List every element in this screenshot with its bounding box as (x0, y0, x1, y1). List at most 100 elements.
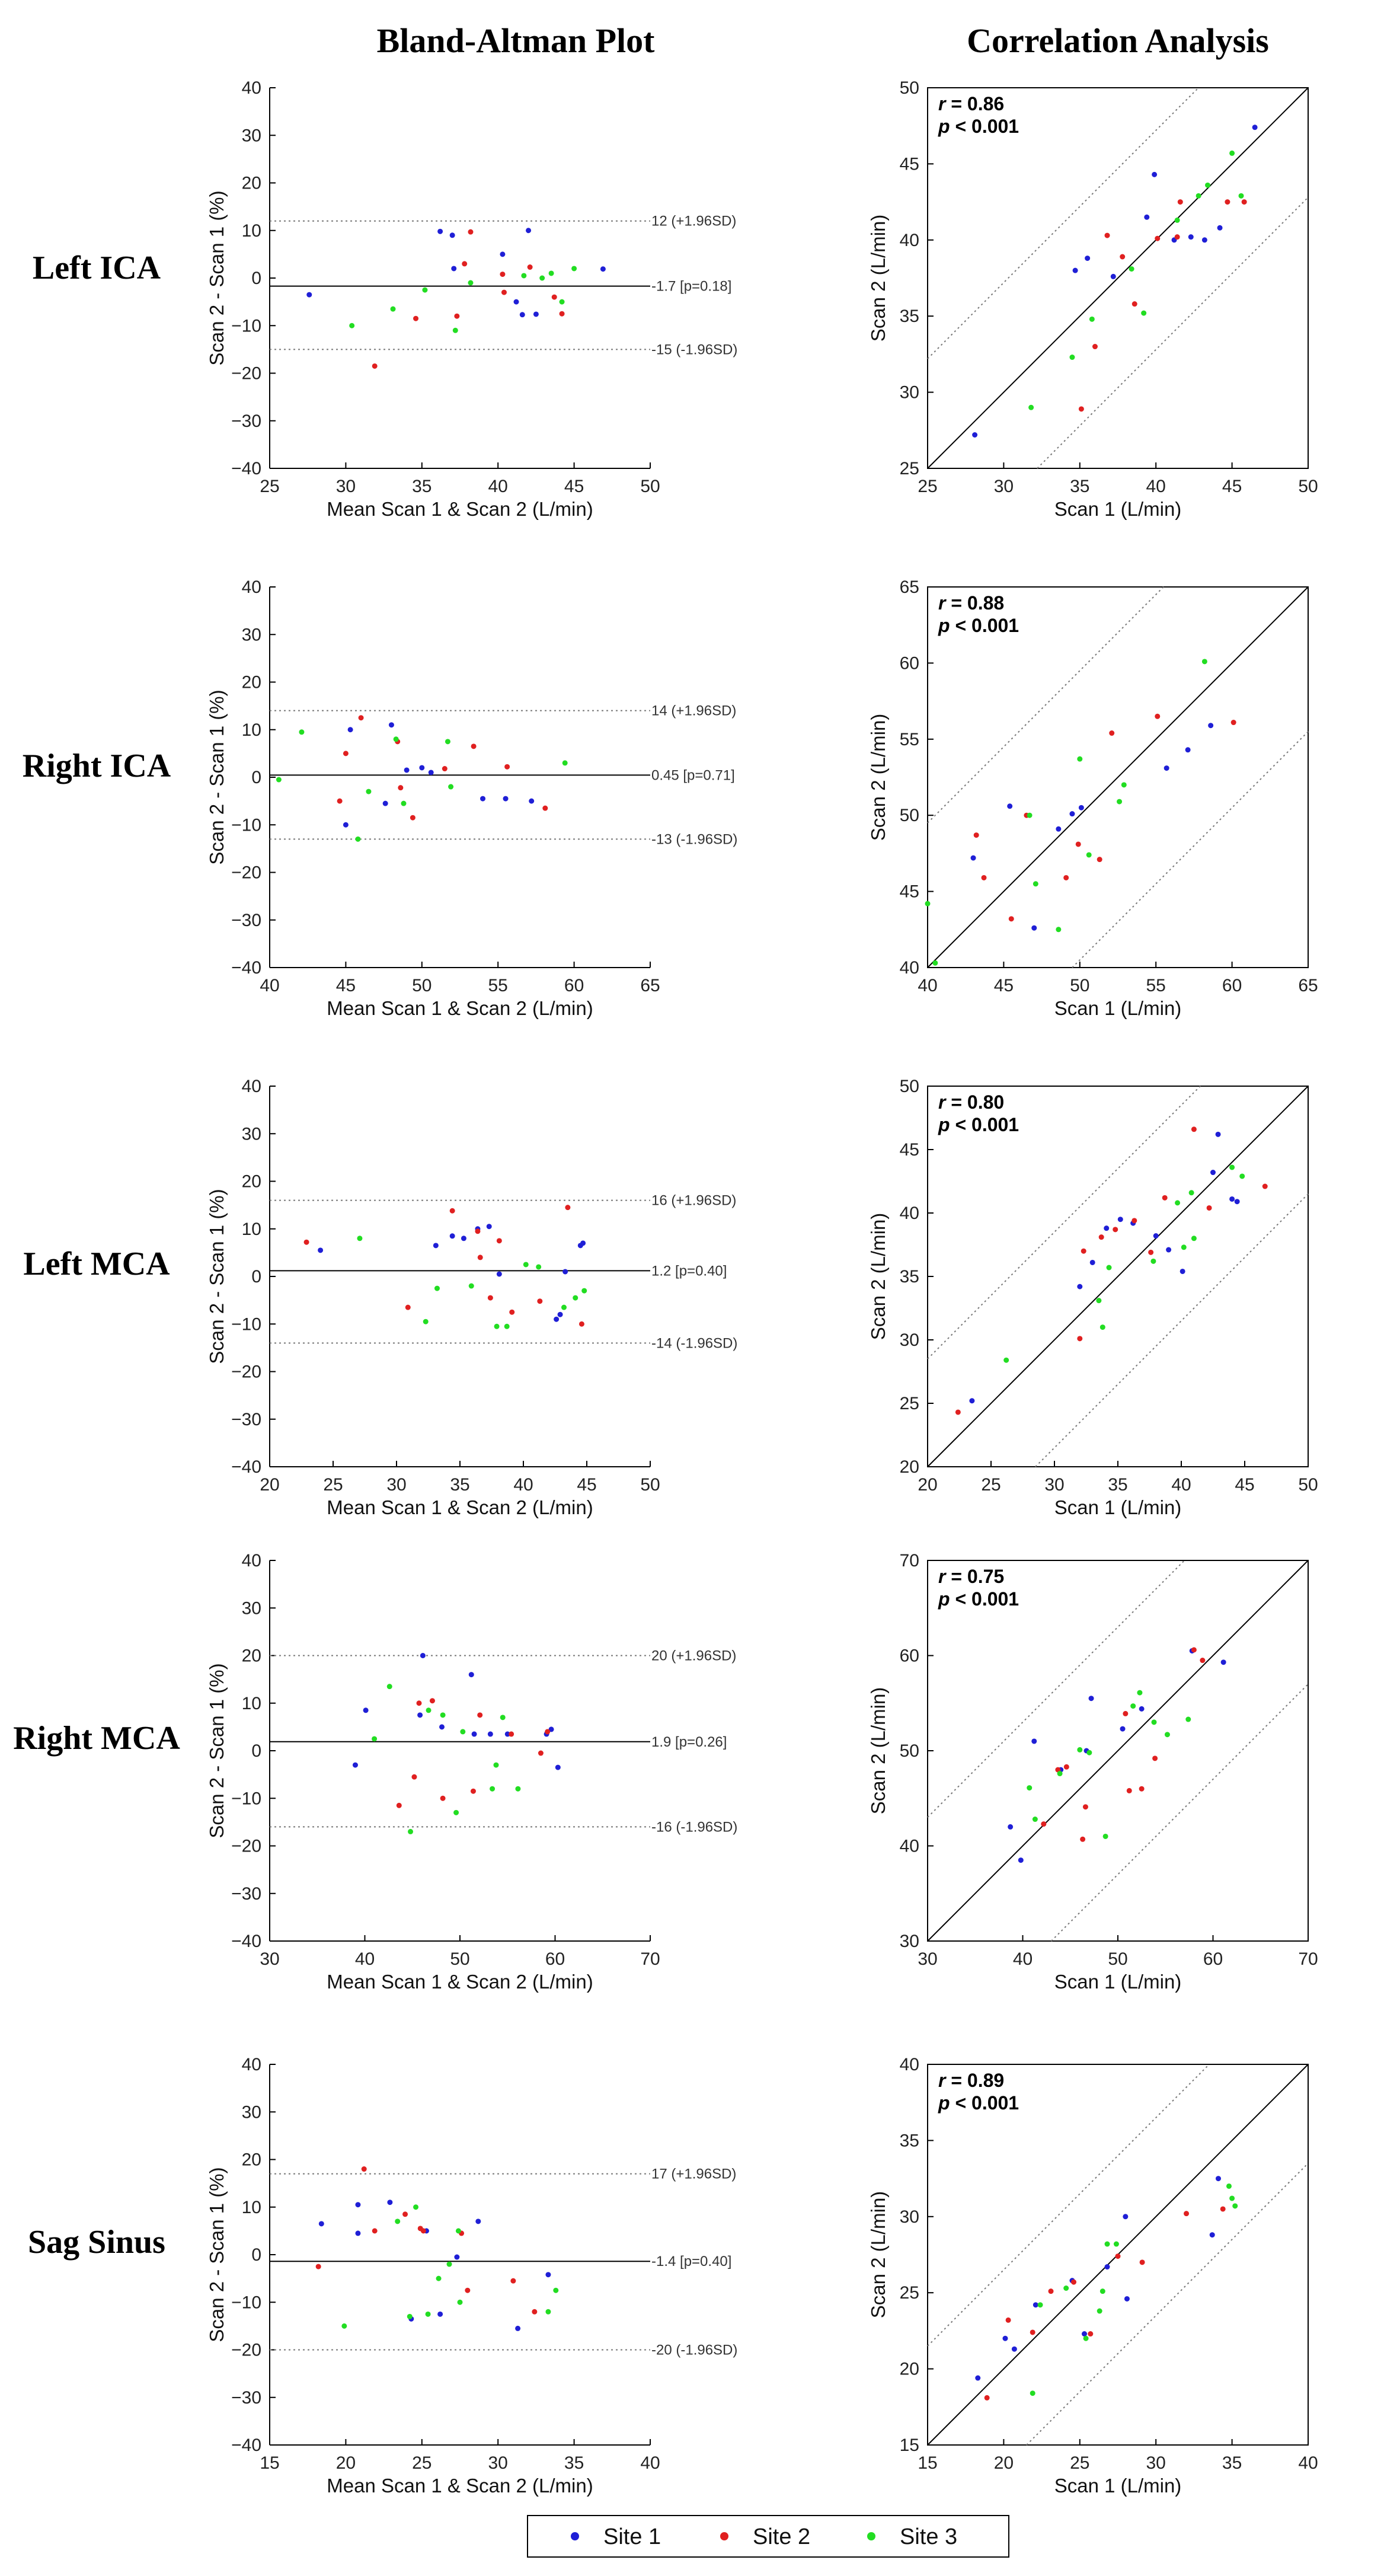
data-point-site-2 (1097, 857, 1102, 863)
y-axis-label: Scan 2 (L/min) (867, 2191, 889, 2319)
data-point-site-2 (542, 805, 548, 811)
data-point-site-1 (555, 1764, 561, 1770)
data-point-site-3 (1032, 1817, 1038, 1822)
data-point-site-1 (1085, 256, 1091, 261)
data-point-site-2 (1184, 2211, 1190, 2217)
y-tick-label: 45 (900, 882, 919, 902)
data-point-site-2 (1098, 1234, 1104, 1240)
data-point-site-2 (1225, 199, 1230, 205)
data-point-site-2 (551, 294, 557, 300)
data-point-site-2 (1262, 1183, 1268, 1189)
x-tick-label: 45 (994, 976, 1014, 995)
data-point-site-3 (1117, 799, 1123, 805)
data-point-site-2 (420, 2228, 426, 2234)
data-point-site-3 (393, 736, 399, 742)
data-point-site-1 (1089, 1259, 1095, 1265)
y-tick-label: 20 (242, 673, 261, 692)
data-point-site-1 (437, 2311, 443, 2317)
data-point-site-2 (1230, 720, 1236, 726)
y-tick-label: 35 (900, 307, 919, 326)
y-tick-label: 60 (900, 653, 919, 673)
x-axis-label: Mean Scan 1 & Scan 2 (L/min) (327, 1496, 593, 1518)
data-point-site-3 (1121, 782, 1127, 788)
data-point-site-2 (538, 1750, 544, 1756)
data-point-site-3 (1096, 1298, 1102, 1304)
data-point-site-3 (1030, 2390, 1035, 2396)
upper-limit-label: 17 (+1.96SD) (651, 2166, 736, 2182)
data-point-site-2 (1080, 1836, 1086, 1842)
data-point-site-1 (519, 312, 525, 318)
x-tick-label: 40 (1146, 477, 1166, 496)
y-tick-label: 20 (242, 174, 261, 193)
data-point-site-1 (417, 1712, 423, 1718)
y-tick-label: 40 (900, 231, 919, 250)
lower-band-line (1050, 1683, 1309, 1942)
data-point-site-3 (436, 2275, 442, 2281)
data-point-site-1 (388, 722, 394, 728)
data-point-site-3 (1057, 1771, 1063, 1777)
data-point-site-3 (408, 1828, 414, 1834)
data-point-site-2 (1071, 2279, 1077, 2285)
y-axis-label: Scan 2 - Scan 1 (%) (206, 690, 228, 864)
upper-band-line (927, 586, 1164, 823)
data-point-site-2 (973, 832, 979, 838)
data-point-site-2 (981, 874, 987, 880)
y-tick-label: 25 (900, 459, 919, 478)
x-tick-label: 55 (488, 976, 508, 995)
data-point-site-2 (1177, 199, 1183, 205)
r-value: r = 0.80 (938, 1091, 1004, 1113)
y-tick-label: −40 (231, 958, 261, 978)
data-point-site-3 (366, 789, 372, 794)
x-tick-label: 30 (386, 1475, 406, 1495)
x-tick-label: 65 (640, 976, 660, 995)
data-point-site-3 (490, 1786, 496, 1792)
data-point-site-1 (1078, 805, 1084, 810)
data-point-site-3 (1201, 659, 1207, 665)
data-point-site-2 (509, 1309, 515, 1315)
y-tick-label: 35 (900, 1267, 919, 1287)
data-point-site-1 (969, 1398, 975, 1404)
lower-limit-label: -15 (-1.96SD) (651, 341, 737, 357)
data-point-site-3 (355, 836, 361, 842)
data-point-site-3 (1086, 852, 1092, 858)
plot-frame (927, 586, 1309, 968)
data-point-site-3 (1229, 2195, 1235, 2201)
data-point-site-3 (422, 287, 428, 293)
data-point-site-3 (1033, 881, 1038, 887)
data-point-site-3 (440, 1712, 446, 1718)
data-point-site-2 (1148, 1249, 1154, 1255)
x-tick-label: 70 (1298, 1949, 1318, 1969)
data-point-site-2 (411, 1774, 417, 1780)
data-point-site-2 (468, 229, 474, 235)
y-tick-label: −30 (231, 411, 261, 431)
data-point-site-1 (1104, 1225, 1110, 1231)
data-point-site-3 (455, 2228, 461, 2234)
data-point-site-1 (1077, 1284, 1083, 1289)
y-tick-label: 0 (251, 1267, 261, 1287)
y-tick-label: −20 (231, 364, 261, 384)
y-tick-label: 45 (900, 1140, 919, 1160)
data-point-site-2 (1092, 344, 1098, 350)
data-point-site-3 (932, 960, 938, 966)
data-point-site-2 (343, 751, 349, 756)
x-tick-label: 50 (450, 1949, 469, 1969)
data-point-site-1 (419, 765, 425, 771)
data-point-site-2 (303, 1239, 309, 1245)
p-value: p < 0.001 (938, 615, 1019, 636)
upper-limit-label: 14 (+1.96SD) (651, 703, 736, 719)
mean-label: 1.2 [p=0.40] (651, 1263, 727, 1279)
x-tick-label: 20 (260, 1475, 279, 1495)
data-point-site-2 (1078, 406, 1084, 412)
data-point-site-2 (1126, 1787, 1132, 1793)
data-point-site-3 (299, 729, 305, 735)
legend-label-site-1: Site 1 (603, 2524, 661, 2549)
x-tick-label: 30 (260, 1949, 279, 1969)
data-point-site-3 (523, 1262, 529, 1268)
y-tick-label: −10 (231, 815, 261, 835)
mean-label: 1.9 [p=0.26] (651, 1734, 727, 1750)
data-point-site-3 (341, 2323, 347, 2329)
data-point-site-1 (347, 727, 353, 733)
data-point-site-3 (468, 280, 474, 286)
